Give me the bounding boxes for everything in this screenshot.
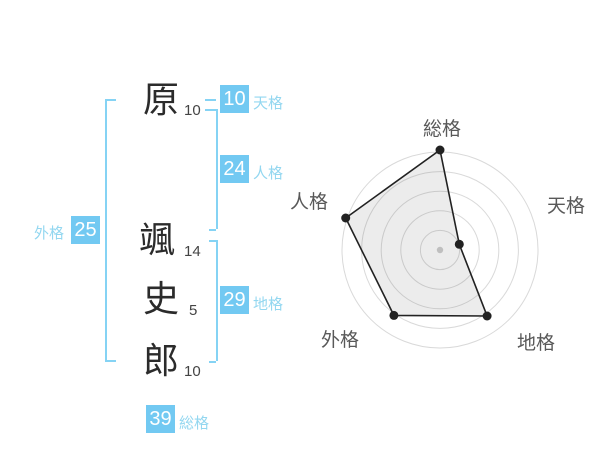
- svg-text:天格: 天格: [547, 195, 585, 217]
- svg-text:人格: 人格: [290, 191, 328, 213]
- svg-text:外格: 外格: [321, 329, 359, 351]
- svg-text:総格: 総格: [423, 118, 461, 140]
- svg-text:地格: 地格: [517, 332, 555, 354]
